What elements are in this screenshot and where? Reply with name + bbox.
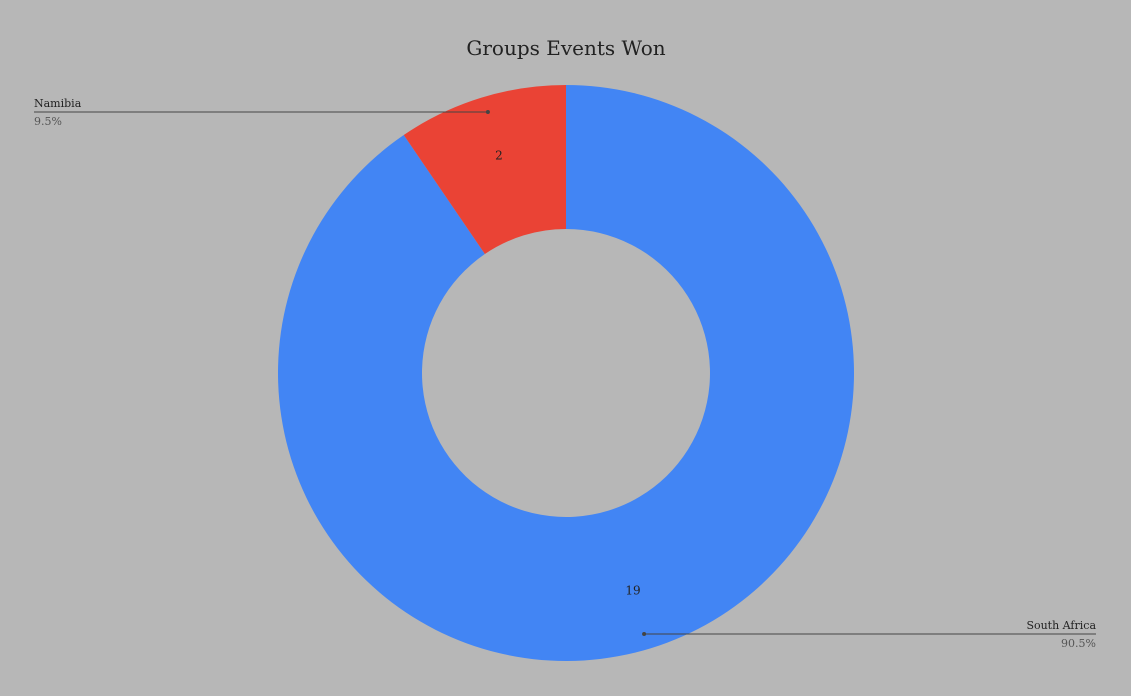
legend-label: South Africa	[1026, 619, 1096, 632]
slice-value-label: 19	[625, 583, 640, 597]
legend-percent: 9.5%	[34, 115, 62, 128]
slice-namibia	[403, 85, 566, 255]
legend-leader-dot	[485, 110, 490, 114]
legend-layer: South Africa 90.5% Namibia 9.5%	[34, 97, 1096, 650]
slice-south-africa	[278, 85, 855, 661]
slice-value-label: 2	[495, 149, 503, 163]
legend-label: Namibia	[34, 97, 82, 110]
labels-layer: 19 2	[495, 149, 641, 598]
legend-leader-dot	[642, 632, 647, 636]
slices-layer	[278, 85, 855, 661]
chart-title: Groups Events Won	[466, 36, 665, 60]
legend-percent: 90.5%	[1061, 637, 1096, 650]
